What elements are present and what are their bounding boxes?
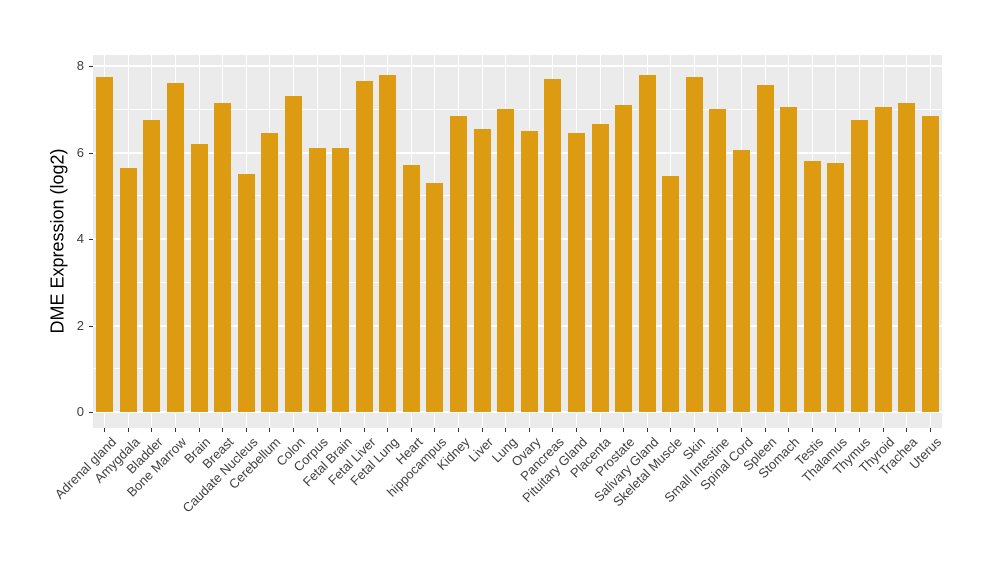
y-tick-label: 8 — [76, 58, 84, 73]
y-tick-mark — [89, 152, 93, 154]
x-tick-mark — [387, 428, 389, 432]
x-tick-mark — [717, 428, 719, 432]
bar-testis — [803, 161, 821, 412]
bar-liver — [473, 128, 491, 412]
bar-thalamus — [827, 163, 845, 412]
x-tick-mark — [245, 428, 247, 432]
bar-fetal-lung — [379, 74, 397, 412]
bar-pituitary-gland — [567, 133, 585, 412]
gridline-minor-y7 — [93, 108, 942, 110]
x-tick-mark — [458, 428, 460, 432]
x-tick-mark — [788, 428, 790, 432]
bar-prostate — [615, 104, 633, 412]
x-tick-mark — [410, 428, 412, 432]
bar-caudate-nucleus — [237, 174, 255, 412]
y-tick-mark — [89, 239, 93, 240]
gridline-major-y6 — [93, 151, 942, 154]
plot-panel — [93, 55, 942, 428]
bar-ovary — [520, 130, 538, 412]
bar-lung — [497, 109, 515, 412]
x-tick-mark — [528, 428, 530, 432]
bar-trachea — [898, 102, 916, 412]
x-tick-mark — [929, 428, 931, 432]
x-tick-mark — [858, 428, 860, 432]
bar-corpus — [308, 148, 326, 412]
x-tick-label: Liver — [465, 434, 497, 465]
gridline-major-y2 — [93, 324, 942, 327]
x-tick-mark — [340, 428, 342, 432]
bar-bladder — [143, 120, 161, 412]
y-tick-label: 4 — [76, 231, 84, 246]
bar-skeletal-muscle — [662, 176, 680, 412]
x-tick-mark — [835, 428, 837, 432]
x-tick-mark — [599, 428, 601, 432]
x-tick-mark — [175, 428, 177, 432]
bar-stomach — [780, 107, 798, 412]
bar-salivary-gland — [638, 74, 656, 412]
x-tick-mark — [741, 428, 743, 432]
y-tick-label: 0 — [76, 404, 84, 419]
x-tick-mark — [104, 428, 106, 432]
x-tick-mark — [222, 428, 224, 432]
x-tick-mark — [127, 428, 129, 432]
x-tick-mark — [434, 428, 436, 432]
bar-brain — [190, 143, 208, 412]
x-tick-mark — [882, 428, 884, 432]
bar-spinal-cord — [733, 150, 751, 412]
x-tick-mark — [198, 428, 200, 432]
bar-amygdala — [119, 167, 137, 412]
x-tick-mark — [269, 428, 271, 432]
bar-hippocampus — [426, 182, 444, 412]
gridline-minor-y3 — [93, 281, 942, 283]
x-tick-mark — [151, 428, 153, 432]
bar-thyroid — [874, 107, 892, 412]
bar-uterus — [921, 115, 939, 412]
bar-small-intestine — [709, 109, 727, 412]
gridline-major-y8 — [93, 65, 942, 67]
x-tick-mark — [764, 428, 766, 432]
gridline-major-y0 — [93, 411, 942, 413]
x-tick-mark — [292, 428, 294, 432]
y-tick-mark — [89, 325, 93, 327]
x-tick-mark — [623, 428, 625, 432]
x-tick-mark — [575, 428, 577, 432]
y-tick-label: 2 — [76, 317, 84, 333]
bar-heart — [402, 165, 420, 412]
bar-fetal-brain — [332, 148, 350, 412]
bar-adrenal-gland — [96, 76, 114, 412]
x-tick-mark — [505, 428, 507, 432]
y-tick-mark — [89, 66, 93, 67]
x-tick-mark — [316, 428, 318, 432]
bar-spleen — [756, 85, 774, 412]
x-tick-mark — [481, 428, 483, 432]
x-tick-mark — [670, 428, 672, 432]
y-tick-label: 6 — [76, 144, 84, 160]
gridline-minor-y1 — [93, 368, 942, 370]
x-tick-mark — [552, 428, 554, 432]
x-tick-mark — [646, 428, 648, 432]
bar-cerebellum — [261, 133, 279, 412]
bar-skin — [685, 76, 703, 412]
x-tick-mark — [906, 428, 908, 432]
bar-bone-marrow — [167, 83, 185, 412]
gridline-major-y4 — [93, 238, 942, 240]
bar-breast — [214, 102, 232, 412]
x-tick-mark — [811, 428, 813, 432]
x-tick-mark — [363, 428, 365, 432]
bar-kidney — [450, 115, 468, 412]
x-tick-mark — [693, 428, 695, 432]
bar-colon — [284, 96, 302, 412]
bar-pancreas — [544, 78, 562, 412]
gridline-minor-y5 — [93, 195, 942, 197]
bar-thymus — [850, 120, 868, 412]
bar-placenta — [591, 124, 609, 412]
bar-fetal-liver — [355, 81, 373, 412]
y-tick-mark — [89, 412, 93, 413]
